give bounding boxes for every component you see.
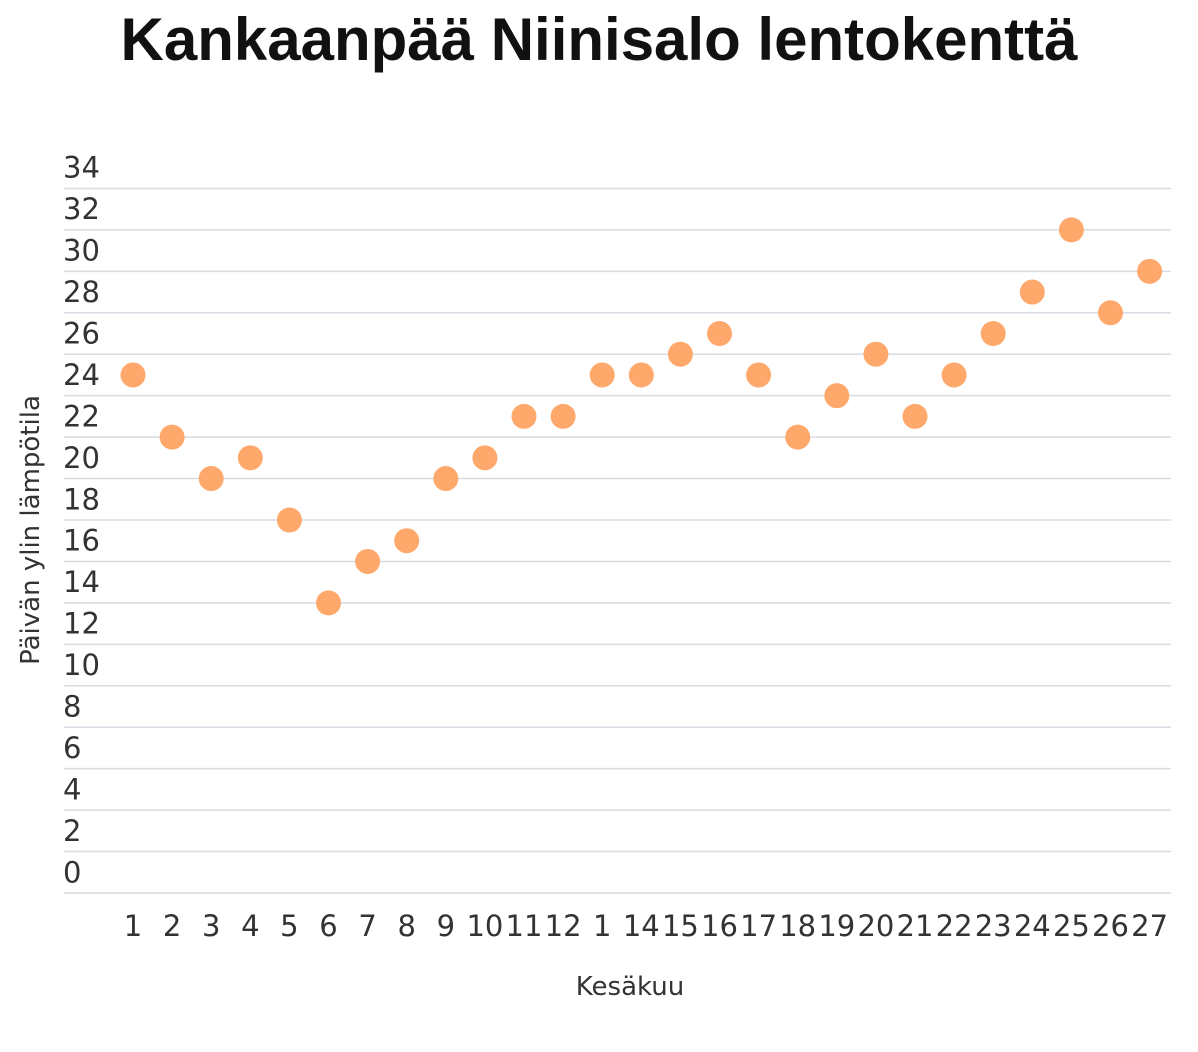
x-tick-label: 23 [975, 909, 1012, 943]
x-tick-label: 3 [202, 909, 220, 943]
x-tick-label: 15 [662, 909, 699, 943]
data-point [707, 321, 732, 346]
data-point [1137, 258, 1163, 284]
data-point [120, 362, 146, 388]
data-point [1098, 300, 1123, 326]
y-tick-label: 30 [63, 234, 100, 268]
data-point [941, 362, 967, 388]
x-tick-label: 2 [163, 909, 181, 943]
x-tick-label: 14 [623, 909, 660, 943]
x-axis-ticks: 1 2 3 4 5 6 7 8 9 10 11 12 1 14 15 16 17 18 19 20 21 22 23 24 25… [124, 909, 1168, 943]
x-tick-label: 12 [545, 909, 582, 943]
data-point [355, 548, 381, 574]
data-point [863, 341, 889, 367]
y-tick-label: 24 [63, 358, 100, 392]
x-tick-label: 17 [740, 909, 777, 943]
x-tick-label: 26 [1092, 909, 1129, 943]
x-tick-label: 20 [857, 909, 894, 943]
y-tick-label: 4 [63, 772, 81, 806]
chart-title: Kankaanpää Niinisalo lentokenttä [120, 6, 1078, 73]
data-point [316, 590, 341, 616]
x-tick-label: 19 [818, 909, 855, 943]
data-point [433, 466, 459, 492]
data-point [785, 424, 811, 450]
data-point [824, 383, 850, 409]
x-tick-label: 11 [506, 909, 543, 943]
data-point [746, 362, 772, 388]
y-tick-label: 2 [63, 814, 81, 848]
x-tick-label: 8 [397, 909, 415, 943]
data-points [120, 217, 1163, 616]
x-tick-label: 21 [897, 909, 934, 943]
data-point [550, 403, 576, 429]
y-tick-label: 26 [63, 317, 100, 351]
x-axis-title: Kesäkuu [576, 972, 684, 1002]
data-point [1058, 217, 1084, 243]
y-tick-label: 22 [63, 399, 100, 433]
x-tick-label: 27 [1131, 909, 1168, 943]
data-point [276, 507, 302, 533]
y-tick-label: 0 [63, 855, 81, 889]
data-point [237, 445, 263, 471]
y-tick-label: 28 [63, 275, 100, 309]
x-tick-label: 16 [701, 909, 738, 943]
data-point [394, 528, 420, 554]
data-point [1019, 279, 1045, 305]
y-tick-label: 20 [63, 441, 100, 475]
x-tick-label: 18 [779, 909, 816, 943]
data-point [472, 445, 498, 471]
data-point [628, 362, 654, 388]
x-tick-label: 7 [358, 909, 376, 943]
x-tick-label: 4 [241, 909, 259, 943]
y-tick-label: 12 [63, 607, 100, 641]
y-tick-label: 10 [63, 648, 100, 682]
data-point [980, 321, 1006, 346]
y-tick-label: 16 [63, 524, 100, 558]
y-tick-label: 8 [63, 690, 81, 724]
data-point [902, 403, 928, 429]
x-tick-label: 24 [1014, 909, 1051, 943]
data-point [589, 362, 615, 388]
x-tick-label: 6 [319, 909, 337, 943]
x-tick-label: 22 [936, 909, 973, 943]
y-axis-title: Päivän ylin lämpötila [16, 395, 46, 665]
data-point [667, 341, 693, 367]
data-point [159, 424, 185, 450]
x-tick-label: 5 [280, 909, 298, 943]
data-point [198, 466, 224, 492]
y-tick-label: 34 [63, 151, 100, 185]
y-tick-label: 18 [63, 482, 100, 516]
x-tick-label: 9 [437, 909, 455, 943]
x-tick-label: 25 [1053, 909, 1090, 943]
data-point [511, 403, 537, 429]
grid-lines [64, 187, 1171, 894]
y-tick-label: 6 [63, 731, 81, 765]
y-tick-label: 14 [63, 565, 100, 599]
x-tick-label: 10 [466, 909, 503, 943]
x-tick-label: 1 [124, 909, 142, 943]
y-tick-label: 32 [63, 192, 100, 226]
x-tick-label: 1 [593, 909, 611, 943]
